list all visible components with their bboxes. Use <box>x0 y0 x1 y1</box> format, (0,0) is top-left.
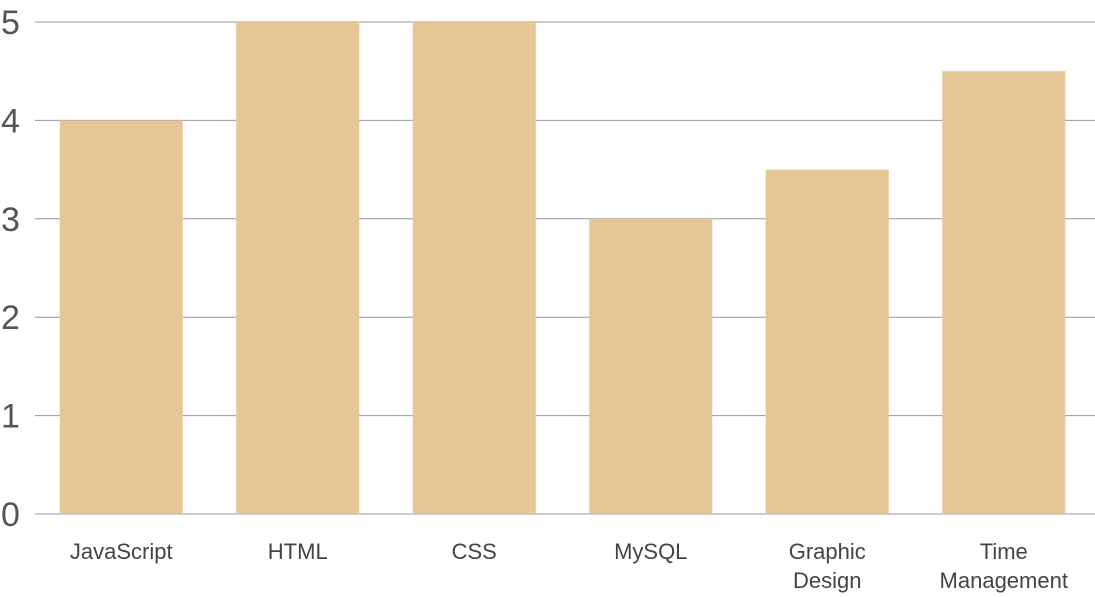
x-label-line: MySQL <box>614 539 687 564</box>
x-label-line: JavaScript <box>70 539 173 564</box>
x-label-line: Time <box>980 539 1028 564</box>
y-tick-label-2: 2 <box>1 299 20 337</box>
x-label-line: Management <box>940 568 1068 593</box>
bar-css <box>413 22 536 514</box>
x-label-line: Design <box>793 568 861 593</box>
x-label-javascript: JavaScript <box>70 539 173 564</box>
x-label-mysql: MySQL <box>614 539 687 564</box>
x-label-line: HTML <box>268 539 328 564</box>
y-tick-label-1: 1 <box>1 398 20 436</box>
x-label-line: Graphic <box>789 539 866 564</box>
x-label-html: HTML <box>268 539 328 564</box>
bar-graphic-design <box>766 170 889 514</box>
bar-time-management <box>942 71 1065 514</box>
y-axis-ticks: 0 1 2 3 4 5 <box>1 4 20 534</box>
bars <box>60 22 1066 514</box>
x-label-graphic-design: Graphic Design <box>789 539 866 593</box>
bar-html <box>236 22 359 514</box>
bar-javascript <box>60 120 183 514</box>
y-tick-label-0: 0 <box>1 496 20 534</box>
x-axis-labels: JavaScript HTML CSS MySQL Graphic Design Time M… <box>70 539 1068 593</box>
x-label-css: CSS <box>452 539 497 564</box>
y-tick-label-5: 5 <box>1 4 20 42</box>
y-tick-label-3: 3 <box>1 201 20 239</box>
gridlines <box>35 22 1095 514</box>
x-label-time-management: Time Management <box>940 539 1068 593</box>
y-tick-label-4: 4 <box>1 102 20 140</box>
x-label-line: CSS <box>452 539 497 564</box>
bar-mysql <box>589 219 712 514</box>
